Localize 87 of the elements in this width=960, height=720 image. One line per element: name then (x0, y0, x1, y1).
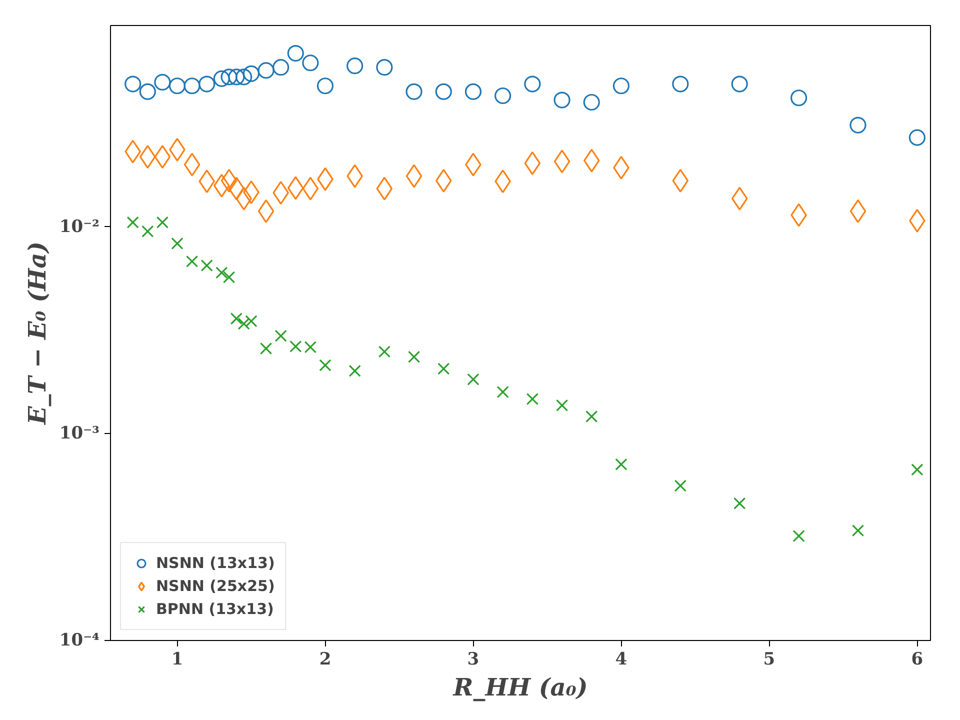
point (378, 346, 391, 358)
y-tick-label: 10⁻⁴ (59, 630, 100, 650)
point (583, 148, 600, 172)
x-tick-label: 4 (615, 650, 628, 670)
point (184, 152, 200, 176)
point (496, 386, 509, 398)
point (290, 340, 302, 353)
point (348, 364, 361, 378)
point (852, 524, 864, 537)
point (556, 399, 568, 412)
point (236, 68, 252, 86)
point (911, 464, 924, 476)
point (228, 68, 245, 86)
point (792, 530, 805, 542)
point (272, 59, 290, 76)
point (126, 216, 139, 229)
point (376, 176, 393, 200)
y-tick-label: 10⁻³ (59, 424, 100, 444)
point (733, 497, 746, 510)
point (142, 225, 154, 238)
x-tick-label: 1 (171, 650, 184, 670)
point (316, 78, 334, 94)
point (346, 58, 364, 74)
point (260, 342, 272, 355)
point (406, 83, 422, 100)
point (258, 199, 274, 223)
point (171, 237, 184, 250)
y-axis-title: E_T − E₀ (Ha) (22, 241, 52, 426)
point (408, 350, 420, 363)
point (850, 116, 866, 134)
point (245, 315, 258, 328)
y-tick-label: 10⁻² (59, 216, 100, 237)
point (238, 318, 250, 330)
point (274, 330, 287, 342)
point (524, 151, 541, 175)
point (524, 76, 541, 92)
point (615, 458, 628, 471)
point (731, 76, 748, 92)
x-tick-label: 6 (911, 650, 924, 670)
point (790, 90, 808, 106)
point (406, 164, 422, 188)
point (216, 266, 228, 279)
point (186, 255, 198, 268)
point (287, 44, 304, 62)
point (154, 74, 171, 90)
point (674, 480, 687, 492)
x-axis-title: R_HH (a₀) (452, 672, 588, 702)
point (319, 359, 332, 372)
point (168, 78, 186, 94)
point (464, 83, 482, 100)
x-tick-label: 2 (319, 650, 332, 670)
point (850, 199, 866, 223)
point (672, 76, 689, 92)
point (554, 150, 570, 174)
point (220, 68, 238, 86)
point (222, 271, 236, 284)
point (198, 76, 216, 92)
point (139, 83, 156, 100)
point (586, 410, 598, 423)
point (230, 312, 243, 325)
point (302, 176, 319, 200)
point (908, 129, 926, 146)
point (200, 259, 213, 272)
point (376, 59, 393, 76)
point (258, 62, 274, 79)
point (583, 94, 600, 111)
point (494, 87, 512, 104)
x-tick-label: 3 (467, 650, 480, 670)
point (156, 216, 169, 229)
point (228, 176, 245, 200)
point (554, 92, 570, 108)
point (612, 78, 630, 94)
point (435, 83, 452, 100)
point (438, 362, 450, 375)
point (731, 186, 748, 210)
legend-label: NSNN (25x25) (156, 577, 275, 595)
point (467, 373, 480, 386)
point (184, 78, 200, 94)
point (242, 65, 260, 82)
x-tick-label: 5 (763, 650, 776, 670)
point (304, 341, 317, 354)
legend-label: NSNN (13x13) (156, 554, 275, 572)
point (213, 70, 230, 87)
point (302, 54, 319, 72)
legend-label: BPNN (13x13) (156, 600, 274, 618)
point (124, 76, 142, 92)
point (526, 392, 539, 406)
